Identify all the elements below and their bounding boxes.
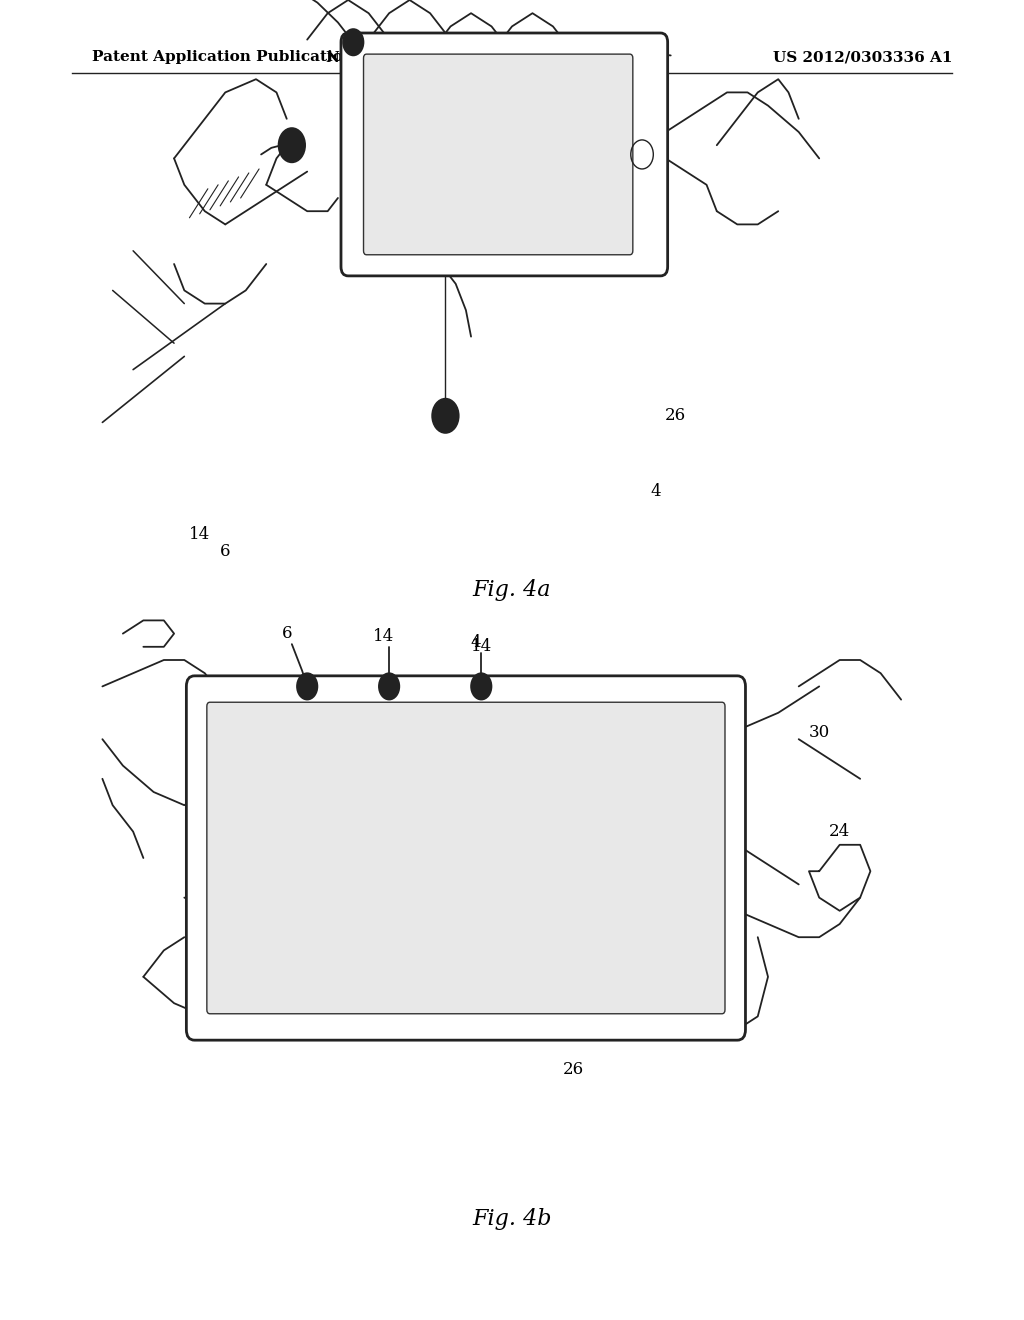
Text: 24: 24: [374, 84, 394, 100]
FancyBboxPatch shape: [207, 702, 725, 1014]
Text: 4: 4: [471, 635, 481, 651]
Text: 14: 14: [471, 639, 492, 655]
Text: Fig. 4b: Fig. 4b: [472, 1208, 552, 1230]
FancyBboxPatch shape: [364, 54, 633, 255]
Text: Nov. 29, 2012  Sheet 3 of 12: Nov. 29, 2012 Sheet 3 of 12: [326, 50, 565, 65]
Circle shape: [379, 673, 399, 700]
Text: Fig. 4a: Fig. 4a: [473, 578, 551, 601]
Text: 6: 6: [220, 544, 230, 560]
Circle shape: [432, 399, 459, 433]
Circle shape: [279, 128, 305, 162]
Text: US 2012/0303336 A1: US 2012/0303336 A1: [773, 50, 952, 65]
Text: 14: 14: [189, 527, 210, 543]
FancyBboxPatch shape: [186, 676, 745, 1040]
FancyBboxPatch shape: [341, 33, 668, 276]
Text: 14: 14: [374, 628, 394, 644]
Text: 4: 4: [650, 483, 660, 499]
Text: 24: 24: [829, 824, 850, 840]
Text: Patent Application Publication: Patent Application Publication: [92, 50, 354, 65]
Circle shape: [343, 29, 364, 55]
Text: 6: 6: [282, 626, 292, 642]
Text: 26: 26: [563, 1061, 584, 1077]
Circle shape: [471, 673, 492, 700]
Text: 30: 30: [809, 725, 829, 741]
Text: 26: 26: [666, 408, 686, 424]
Circle shape: [297, 673, 317, 700]
